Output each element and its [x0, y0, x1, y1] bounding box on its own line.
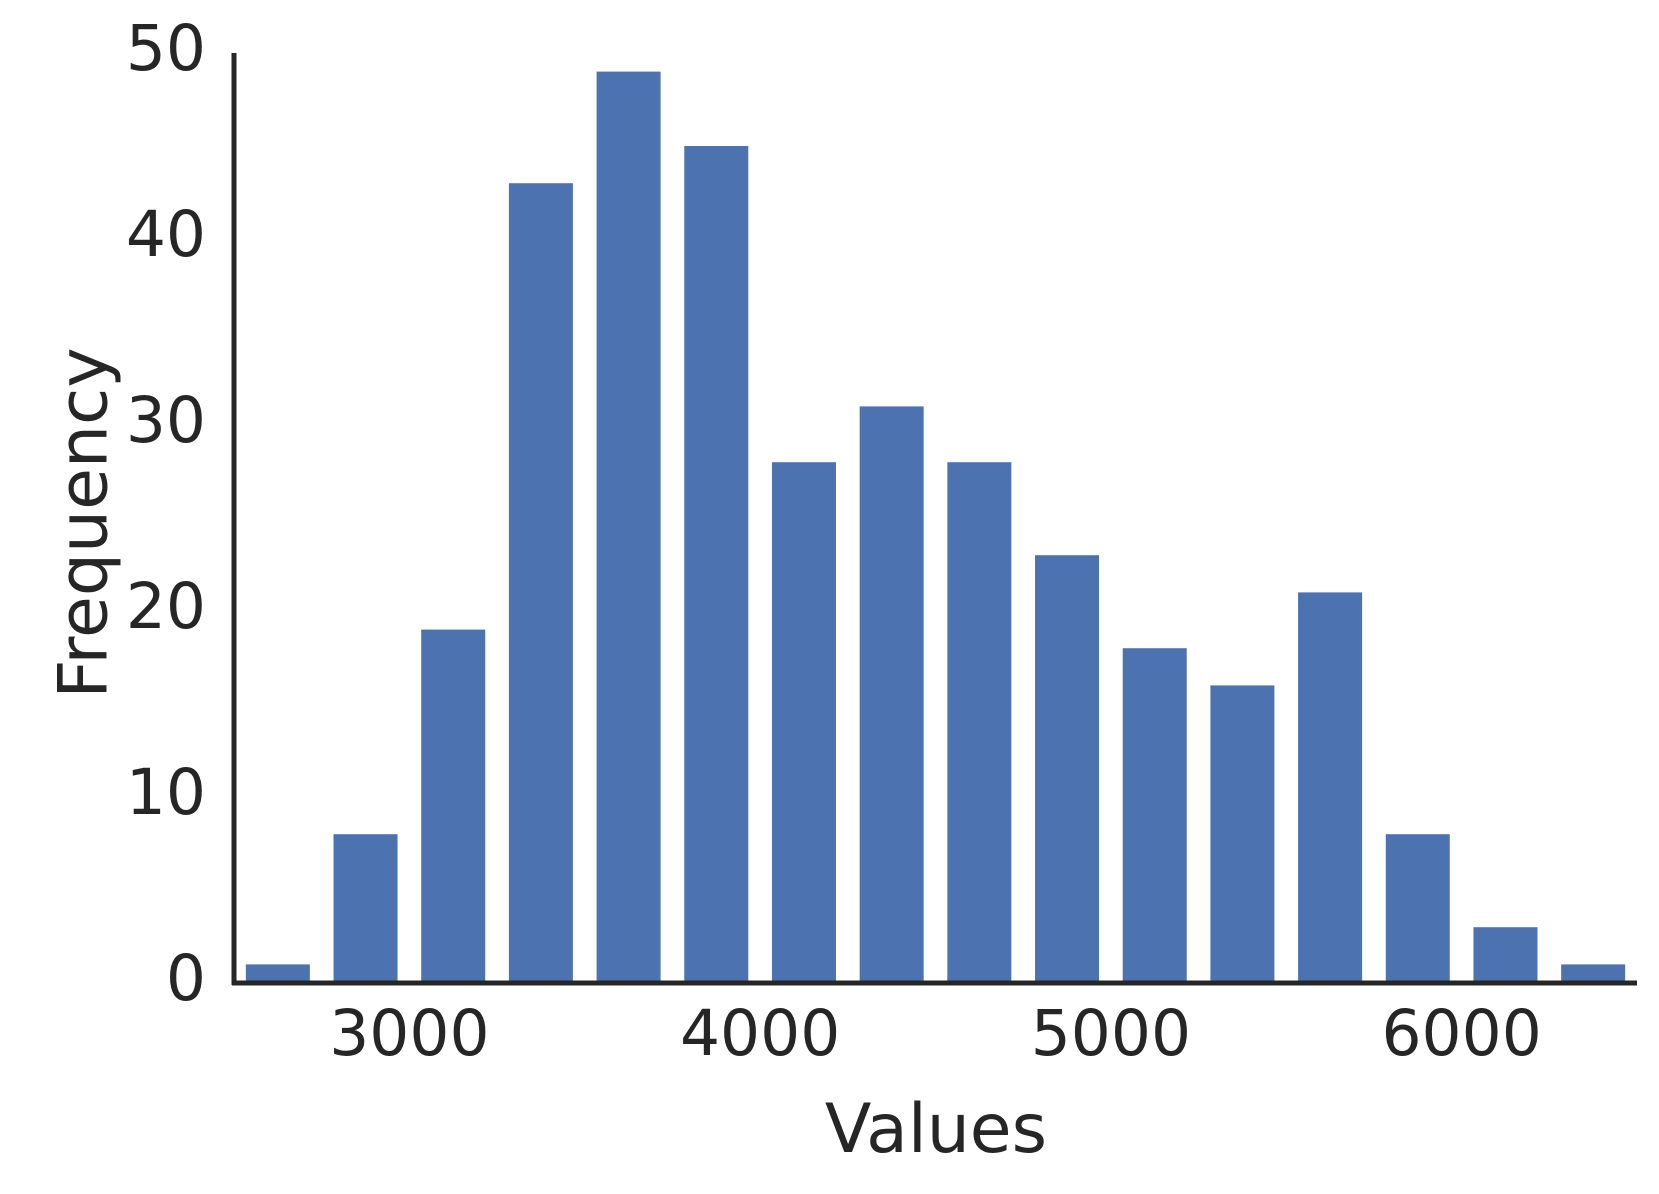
bar: [245, 964, 310, 983]
bar: [1122, 648, 1187, 983]
x-tick-label: 4000: [680, 997, 840, 1070]
bar: [508, 183, 573, 983]
bar: [1210, 685, 1275, 983]
y-tick-label: 50: [126, 12, 206, 85]
x-axis-label: Values: [825, 1090, 1047, 1169]
y-tick-label: 40: [126, 198, 206, 271]
bar: [1561, 964, 1626, 983]
bar: [947, 462, 1012, 983]
x-tick-label: 3000: [329, 997, 489, 1070]
bar: [1298, 592, 1363, 983]
y-axis-label: Frequency: [45, 347, 124, 698]
bar: [1035, 555, 1100, 983]
y-tick-label: 0: [166, 942, 206, 1015]
bar: [684, 146, 749, 983]
bar: [771, 462, 836, 983]
bar: [333, 834, 398, 983]
x-tick-label: 6000: [1381, 997, 1541, 1070]
y-tick-label: 10: [126, 756, 206, 829]
y-tick-label: 30: [126, 384, 206, 457]
bar: [596, 71, 661, 984]
bar: [421, 629, 486, 983]
bar: [1385, 834, 1450, 983]
bar: [859, 406, 924, 983]
x-tick-label: 5000: [1031, 997, 1191, 1070]
y-tick-label: 20: [126, 570, 206, 643]
bar: [1473, 927, 1538, 983]
